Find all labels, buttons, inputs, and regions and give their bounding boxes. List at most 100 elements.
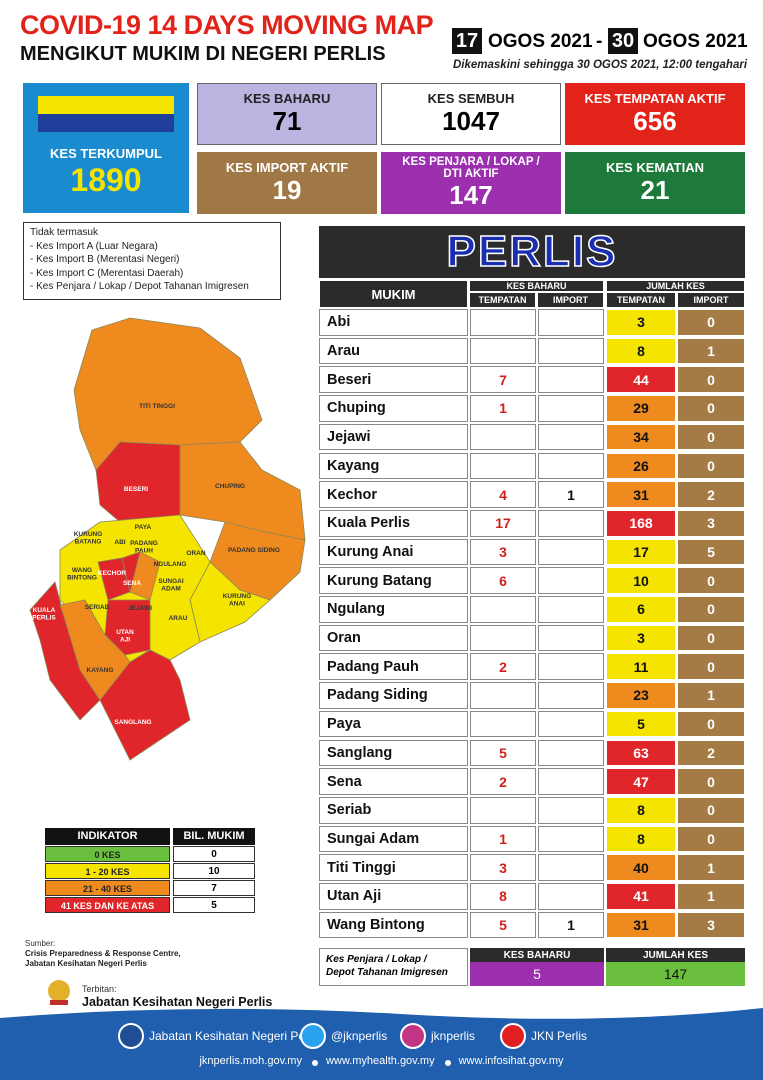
date-to-day: 30 <box>608 28 638 54</box>
map-label-line: SERIAB <box>85 604 110 611</box>
map-label-line: KECHOR <box>98 570 126 577</box>
social-item[interactable]: JKN Perlis <box>500 1022 587 1050</box>
row-name: Arau <box>319 337 468 365</box>
map-label-line: KURUNG <box>223 593 252 600</box>
total-local: 5 <box>606 710 676 738</box>
stat-value: 1890 <box>70 162 142 198</box>
header-cell: KES BAHARU <box>470 948 604 962</box>
stat-label: KES KEMATIAN <box>606 160 704 175</box>
new-local <box>470 596 536 623</box>
legend-swatch: 21 - 40 KES <box>45 880 170 896</box>
map-label-line: KURUNG <box>74 531 103 538</box>
social-text: @jknperlis <box>331 1029 388 1043</box>
total-local: 6 <box>606 596 676 623</box>
row-name: Kayang <box>319 452 468 480</box>
row-name: Beseri <box>319 366 468 394</box>
total-import: 0 <box>677 710 745 738</box>
map-label-line: PAYA <box>135 524 152 531</box>
header-cell: JUMLAH KES <box>606 280 745 292</box>
stat-value: 19 <box>272 175 302 205</box>
map-label-line: PADANG <box>130 540 158 547</box>
row-name: Jejawi <box>319 423 468 451</box>
map-label-line: PERLIS <box>32 615 56 622</box>
map-label-line: JEJAWI <box>128 605 152 612</box>
map-label: UTAN AJI <box>116 629 134 644</box>
map-label-line: CHUPING <box>215 483 245 490</box>
map-label-line: BATANG <box>75 539 102 546</box>
new-local: 1 <box>470 825 536 853</box>
note-item: - Kes Import C (Merentasi Daerah) <box>30 267 184 279</box>
stat-value: 21 <box>640 175 670 205</box>
new-local: 2 <box>470 768 536 795</box>
map-label-line: UTAN <box>116 629 134 636</box>
new-local <box>470 682 536 709</box>
map-label: KURUNG ANAI <box>223 593 252 608</box>
map-label: PADANG SIDING <box>228 547 280 554</box>
table-title: PERLIS <box>319 226 745 278</box>
website[interactable]: www.myhealth.gov.my <box>325 1055 435 1067</box>
social-item[interactable]: @jknperlis <box>300 1022 387 1050</box>
region <box>99 649 191 761</box>
stat-value: 71 <box>272 106 302 136</box>
source-label: Sumber: <box>25 939 56 948</box>
row-name: Chuping <box>319 395 468 422</box>
new-local: 3 <box>470 538 536 566</box>
map-label: SANGLANG <box>114 719 151 726</box>
prison-total: 147 <box>606 962 745 986</box>
note-item: - Kes Import B (Merentasi Negeri) <box>30 254 180 265</box>
row-name: Paya <box>319 710 468 738</box>
recovered-box: KES SEMBUH 1047 <box>381 83 561 145</box>
note-item: - Kes Penjara / Lokap / Depot Tahanan Im… <box>30 281 249 292</box>
note-item: - Kes Import A (Luar Negara) <box>30 240 158 252</box>
total-import: 0 <box>677 624 745 652</box>
total-local: 44 <box>606 366 676 394</box>
total-import: 2 <box>677 481 745 508</box>
legend: INDIKATOR BIL. MUKIM 0 KES 0 1 - 20 KES 10 21 … <box>45 828 257 916</box>
new-local: 17 <box>470 509 536 537</box>
social-text: JKN Perlis <box>531 1029 588 1043</box>
deaths-box: KES KEMATIAN 21 <box>565 152 745 214</box>
header-cell: TEMPATAN <box>606 292 676 308</box>
new-local <box>470 710 536 738</box>
row-name: Titi Tinggi <box>319 854 468 881</box>
map-label: BESERI <box>124 486 148 493</box>
social-item[interactable]: Jabatan Kesihatan Negeri Perlis <box>118 1022 320 1050</box>
new-local <box>470 337 536 365</box>
total-box: KES TERKUMPUL 1890 <box>23 83 189 213</box>
website[interactable]: jknperlis.moh.gov.my <box>199 1055 302 1067</box>
title: COVID-19 14 DAYS MOVING MAP <box>20 10 434 40</box>
total-local: 31 <box>606 911 676 939</box>
new-box: KES BAHARU 71 <box>197 83 377 145</box>
total-import: 3 <box>677 911 745 939</box>
new-import <box>538 739 604 767</box>
total-local: 8 <box>606 337 676 365</box>
legend-count: 5 <box>173 897 255 913</box>
legend-count: 7 <box>173 880 255 896</box>
map-label-line: TITI TINGGI <box>139 403 175 410</box>
row-name: Sungai Adam <box>319 825 468 853</box>
new-import <box>538 796 604 824</box>
map-label: JEJAWI <box>128 605 152 612</box>
new-local <box>470 796 536 824</box>
website[interactable]: www.infosihat.gov.my <box>458 1055 564 1067</box>
total-import: 3 <box>677 509 745 537</box>
prison-active-box: KES PENJARA / LOKAP / DTI AKTIF 147 <box>381 152 561 214</box>
new-local: 5 <box>470 911 536 939</box>
updated: Dikemaskini sehingga 30 OGOS 2021, 12:00… <box>453 59 748 71</box>
new-import <box>538 452 604 480</box>
stat-value: 147 <box>449 180 493 210</box>
map-label-line: BINTONG <box>67 575 97 582</box>
header-cell: MUKIM <box>319 280 468 308</box>
new-local: 7 <box>470 366 536 394</box>
new-import <box>538 567 604 594</box>
stat-label: KES TERKUMPUL <box>50 146 162 161</box>
header-cell: IMPORT <box>537 292 604 308</box>
total-import: 0 <box>677 653 745 681</box>
new-import <box>538 337 604 365</box>
map-label: KURUNG BATANG <box>74 531 103 546</box>
social-item[interactable]: jknperlis <box>400 1022 475 1050</box>
publisher: Jabatan Kesihatan Negeri Perlis <box>82 995 273 1009</box>
total-local: 8 <box>606 825 676 853</box>
total-import: 0 <box>677 567 745 594</box>
